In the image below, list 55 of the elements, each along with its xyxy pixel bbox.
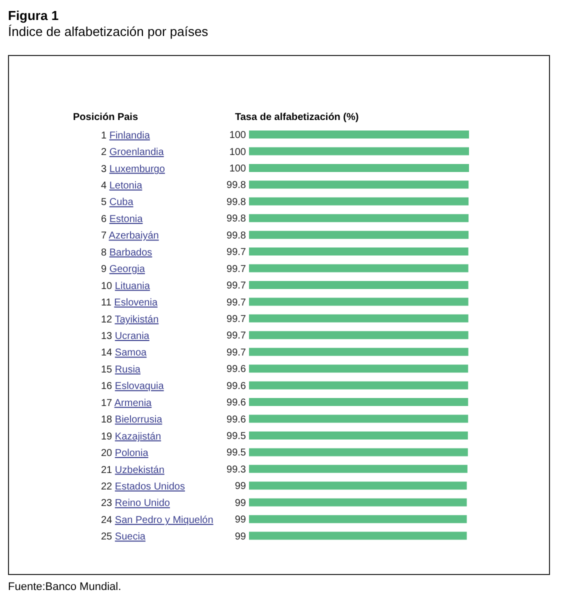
data-label: 99.7 — [226, 330, 246, 342]
y-tick-label: 24 San Pedro y Miquelón — [101, 514, 214, 526]
y-tick-label: 13 Ucrania — [101, 331, 150, 342]
data-label: 100 — [229, 130, 246, 142]
y-tick-label: 5 Cuba — [101, 197, 134, 208]
data-label: 99.3 — [226, 464, 246, 476]
y-tick-label: 2 Groenlandia — [101, 147, 164, 158]
data-label: 99.8 — [226, 230, 246, 242]
data-label: 99.8 — [226, 196, 246, 208]
data-label: 99 — [234, 481, 246, 492]
data-label: 99.7 — [226, 297, 246, 308]
y-tick-label: 1 Finlandia — [101, 130, 150, 142]
y-tick-label: 10 Lituania — [101, 280, 150, 292]
text: Figura 1 — [8, 8, 60, 23]
y-tick-label: 22 Estados Unidos — [101, 481, 185, 492]
y-axis-title: Posición Pais — [73, 112, 138, 123]
data-label: 99.7 — [226, 280, 246, 292]
data-label: 99.6 — [226, 398, 246, 409]
data-label: 99.7 — [226, 347, 246, 358]
y-tick-label: 6 Estonia — [101, 214, 144, 225]
data-label: 99 — [234, 498, 246, 509]
data-label: 99.8 — [226, 180, 246, 192]
y-tick-label: 23 Reino Unido — [101, 498, 170, 510]
y-tick-label: 7 Azerbaiyán — [101, 230, 159, 242]
y-tick-label: 19 Kazajistán — [101, 431, 162, 442]
data-label: 99.6 — [226, 414, 246, 426]
data-label: 99.7 — [226, 264, 246, 275]
data-label: 99.8 — [226, 214, 246, 225]
data-label: 100 — [229, 164, 246, 175]
y-tick-label: 17 Armenia — [101, 398, 152, 409]
y-tick-label: 20 Polonia — [101, 448, 149, 460]
y-tick-label: 25 Suecia — [101, 532, 146, 543]
data-label: 99 — [234, 514, 246, 526]
y-tick-label: 8 Barbados — [101, 247, 152, 258]
data-label: 99 — [234, 531, 246, 542]
data-label: 99.5 — [226, 431, 246, 442]
y-tick-label: 18 Bielorrusia — [101, 414, 163, 426]
y-tick-label: 3 Luxemburgo — [101, 164, 166, 175]
data-label: 99.6 — [226, 380, 246, 392]
data-label: 100 — [229, 146, 246, 158]
text: Índice de alfabetización por países — [8, 23, 210, 40]
data-label: 99.7 — [226, 314, 246, 325]
y-tick-label: 9 Georgia — [101, 264, 146, 276]
data-label: 99.7 — [226, 247, 246, 258]
y-tick-label: 12 Tayikistán — [101, 314, 159, 326]
x-axis-title: Tasa de alfabetización (%) — [235, 112, 359, 123]
y-tick-label: 21 Uzbekistán — [101, 464, 164, 476]
source-note: Fuente:Banco Mundial. — [8, 581, 122, 593]
y-tick-label: 14 Samoa — [101, 348, 148, 359]
y-tick-label: 11 Eslovenia — [101, 298, 158, 309]
y-tick-label: 15 Rusia — [101, 364, 141, 376]
data-label: 99.6 — [226, 364, 246, 376]
y-tick-label: 16 Eslovaquia — [101, 381, 164, 392]
data-label: 99.5 — [226, 448, 246, 459]
y-tick-label: 4 Letonia — [101, 180, 143, 192]
